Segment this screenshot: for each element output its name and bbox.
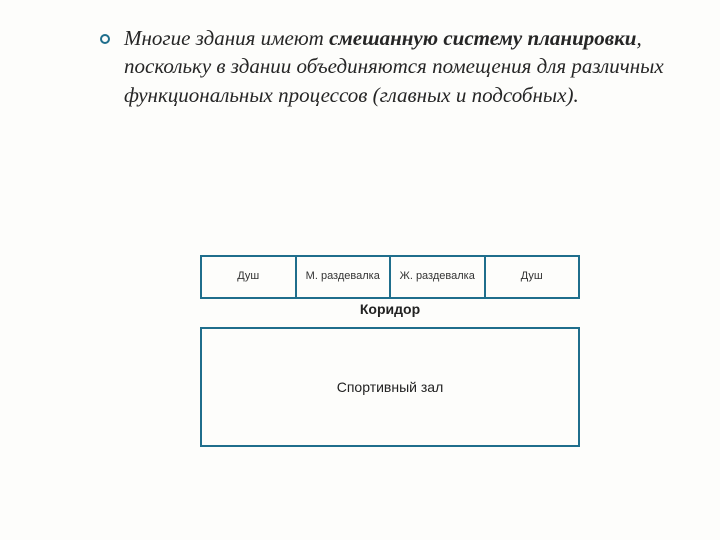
floorplan-cell-shower-right: Душ bbox=[484, 257, 579, 297]
slide: Многие здания имеют смешанную систему пл… bbox=[0, 0, 720, 540]
floorplan-top-row: Душ М. раздевалка Ж. раздевалка Душ bbox=[200, 255, 580, 299]
bullet-item: Многие здания имеют смешанную систему пл… bbox=[100, 24, 672, 109]
bullet-icon bbox=[100, 34, 110, 44]
floorplan-cell-womens-locker: Ж. раздевалка bbox=[389, 257, 484, 297]
floorplan-cell-shower-left: Душ bbox=[202, 257, 295, 297]
bullet-text: Многие здания имеют смешанную систему пл… bbox=[124, 24, 672, 109]
bullet-text-prefix: Многие здания имеют bbox=[124, 26, 329, 50]
bullet-text-bold: смешанную систему планировки bbox=[329, 26, 636, 50]
floorplan-hall: Спортивный зал bbox=[200, 327, 580, 447]
floorplan-corridor-label: Коридор bbox=[200, 299, 580, 327]
floorplan-cell-mens-locker: М. раздевалка bbox=[295, 257, 390, 297]
floorplan-hall-label: Спортивный зал bbox=[337, 379, 444, 395]
floorplan-diagram: Душ М. раздевалка Ж. раздевалка Душ Кори… bbox=[200, 255, 580, 447]
